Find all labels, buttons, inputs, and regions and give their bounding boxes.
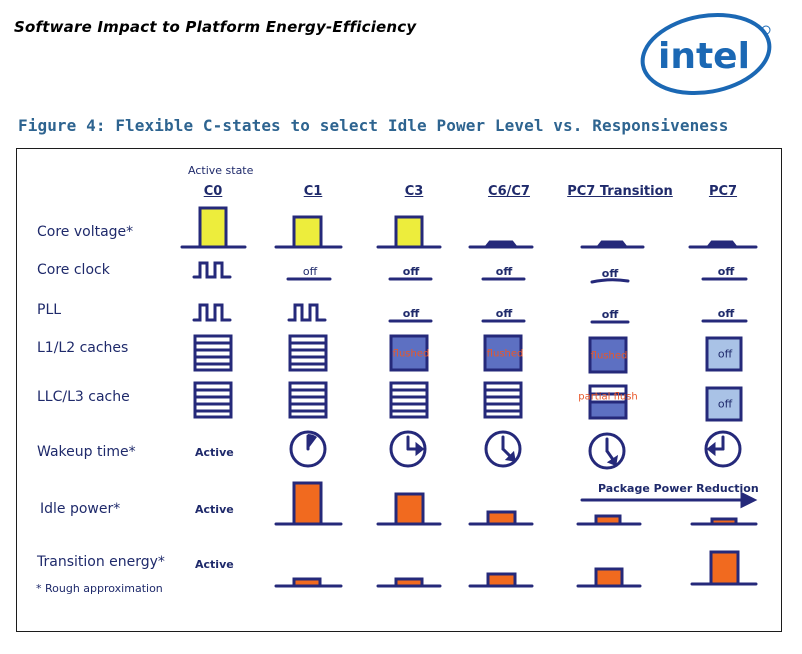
pll-off-pc7-transition: off: [601, 308, 619, 321]
core-voltage-pc7-transition: [580, 240, 645, 249]
llc-cache-c0: [193, 381, 233, 419]
clock-icon-pc7: [704, 430, 742, 468]
core-voltage-c1: [274, 215, 343, 249]
pll-off-c3: off: [402, 307, 420, 320]
l1l2-flushed-pc7-transition: flushed: [590, 350, 628, 362]
transition-energy-c1: [274, 577, 343, 588]
col-c3: C3: [404, 184, 424, 199]
core-voltage-c6c7: [468, 240, 534, 249]
row-core-clock: Core clock: [37, 262, 110, 278]
row-wakeup-time: Wakeup time*: [37, 444, 136, 460]
doc-title: Software Impact to Platform Energy-Effic…: [14, 18, 417, 36]
core-clock-line-pc7-transition: [590, 278, 630, 284]
core-clock-wave-c0: [192, 261, 232, 279]
core-clock-off-pc7-transition: off: [601, 267, 619, 280]
transition-energy-pc7: [690, 550, 758, 586]
col-c6c7: C6/C7: [488, 184, 530, 199]
idle-power-c6c7: [468, 510, 534, 526]
pll-wave-c0: [192, 303, 232, 322]
core-voltage-c0: [180, 206, 247, 249]
l1l2-cache-c6c7: [483, 334, 523, 372]
intel-logo: intel: [640, 12, 772, 96]
pll-off-c6c7: off: [495, 307, 513, 320]
l1l2-flushed-c3: flushed: [392, 348, 430, 360]
idle-power-c3: [376, 492, 442, 526]
idle-power-pc7: [690, 517, 758, 526]
transition-energy-c3: [376, 577, 442, 588]
clock-icon-c3: [389, 430, 427, 468]
col-pc7-transition: PC7 Transition: [567, 184, 673, 199]
package-power-arrow: [580, 491, 758, 509]
llc-cache-pc7: [705, 386, 743, 422]
l1l2-cache-pc7-transition: [588, 336, 628, 374]
col-c1: C1: [303, 184, 323, 199]
llc-cache-c6c7: [483, 381, 523, 419]
core-clock-off-c6c7: off: [495, 265, 513, 278]
col-c0: C0: [203, 184, 223, 199]
core-voltage-pc7: [688, 240, 758, 249]
transition-energy-active-c0: Active: [195, 558, 234, 571]
l1l2-cache-c1: [288, 334, 328, 372]
active-state-note: Active state: [188, 164, 254, 177]
llc-off-pc7: off: [717, 397, 733, 411]
idle-power-active-c0: Active: [195, 503, 234, 516]
llc-cache-c1: [288, 381, 328, 419]
clock-icon-c1: [289, 430, 327, 468]
core-clock-off-c1: off: [302, 265, 318, 278]
llc-partial-flush-pc7-transition: partial flush: [578, 391, 638, 403]
row-core-voltage: Core voltage*: [37, 224, 134, 240]
pll-off-pc7: off: [717, 307, 735, 320]
l1l2-flushed-c6c7: flushed: [486, 348, 524, 360]
core-clock-off-pc7: off: [717, 265, 735, 278]
col-pc7: PC7: [708, 184, 738, 199]
l1l2-cache-c3: [389, 334, 429, 372]
l1l2-cache-c0: [193, 334, 233, 372]
footnote: * Rough approximation: [36, 582, 163, 595]
row-l1l2-caches: L1/L2 caches: [37, 340, 129, 356]
row-transition-energy: Transition energy*: [37, 554, 165, 570]
core-clock-off-c3: off: [402, 265, 420, 278]
row-idle-power: Idle power*: [40, 501, 121, 517]
diagram-frame: [16, 148, 782, 632]
clock-icon-c6c7: [484, 430, 522, 468]
core-voltage-c3: [376, 215, 442, 249]
row-pll: PLL: [37, 302, 62, 318]
row-llc-l3-cache: LLC/L3 cache: [37, 389, 130, 405]
llc-cache-pc7-transition: [588, 384, 628, 420]
idle-power-c1: [274, 481, 343, 526]
l1l2-off-pc7: off: [717, 347, 733, 361]
clock-icon-pc7-transition: [588, 432, 626, 470]
transition-energy-c6c7: [468, 572, 534, 588]
l1l2-cache-pc7: [705, 336, 743, 372]
idle-power-pc7-transition: [576, 514, 642, 526]
package-power-reduction-label: Package Power Reduction: [598, 482, 759, 495]
transition-energy-pc7-transition: [576, 567, 642, 588]
llc-cache-c3: [389, 381, 429, 419]
figure-title: Figure 4: Flexible C-states to select Id…: [18, 116, 729, 135]
wakeup-active-c0: Active: [195, 446, 234, 459]
svg-text:intel: intel: [658, 36, 750, 77]
pll-wave-c1: [287, 303, 327, 322]
